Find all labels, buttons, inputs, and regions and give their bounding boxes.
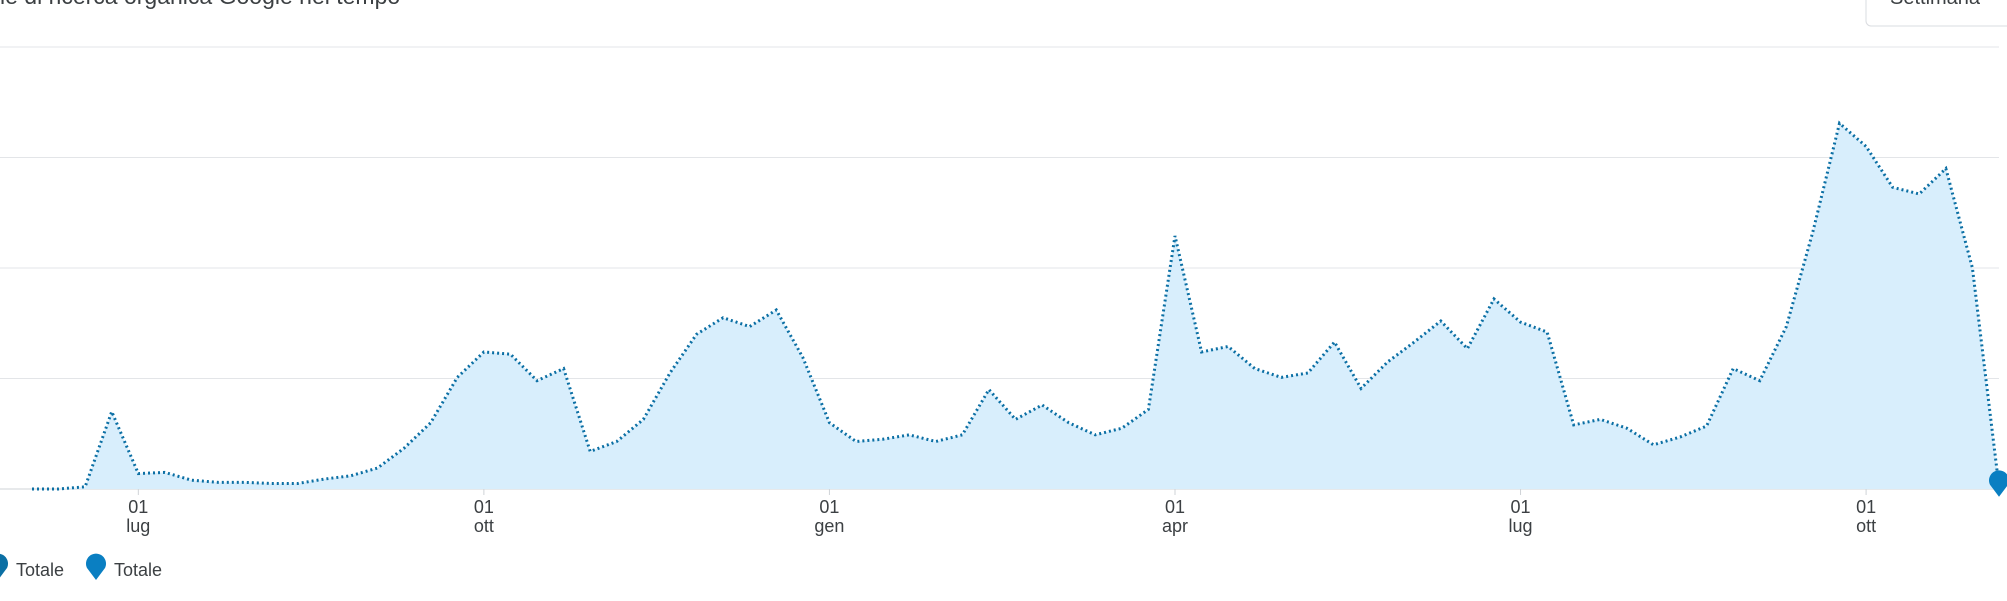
interval-button-label[interactable]: Settimana bbox=[1890, 0, 1981, 9]
interval-button[interactable] bbox=[1865, 0, 2007, 27]
x-tick-day: 01 bbox=[474, 497, 494, 517]
legend-label: Totale bbox=[16, 560, 64, 580]
legend-marker bbox=[0, 553, 8, 578]
series-line bbox=[32, 120, 2001, 491]
point-marker bbox=[1989, 470, 2007, 497]
x-tick-month: apr bbox=[1162, 516, 1188, 536]
x-tick-day: 01 bbox=[1165, 497, 1185, 517]
legend-marker bbox=[86, 553, 106, 580]
x-tick-month: lug bbox=[126, 516, 150, 536]
legend-label: Totale bbox=[114, 560, 162, 580]
x-tick-day: 01 bbox=[819, 497, 839, 517]
x-tick-day: 01 bbox=[1511, 497, 1531, 517]
x-tick-month: ott bbox=[474, 516, 494, 536]
area-fill bbox=[32, 123, 1999, 490]
chart-title: le di ricerca organica Google nel tempo bbox=[0, 0, 400, 9]
x-tick-month: ott bbox=[1856, 516, 1876, 536]
x-tick-month: gen bbox=[814, 516, 844, 536]
x-tick-day: 01 bbox=[1856, 497, 1876, 517]
x-tick-day: 01 bbox=[128, 497, 148, 517]
x-tick-month: lug bbox=[1509, 516, 1533, 536]
